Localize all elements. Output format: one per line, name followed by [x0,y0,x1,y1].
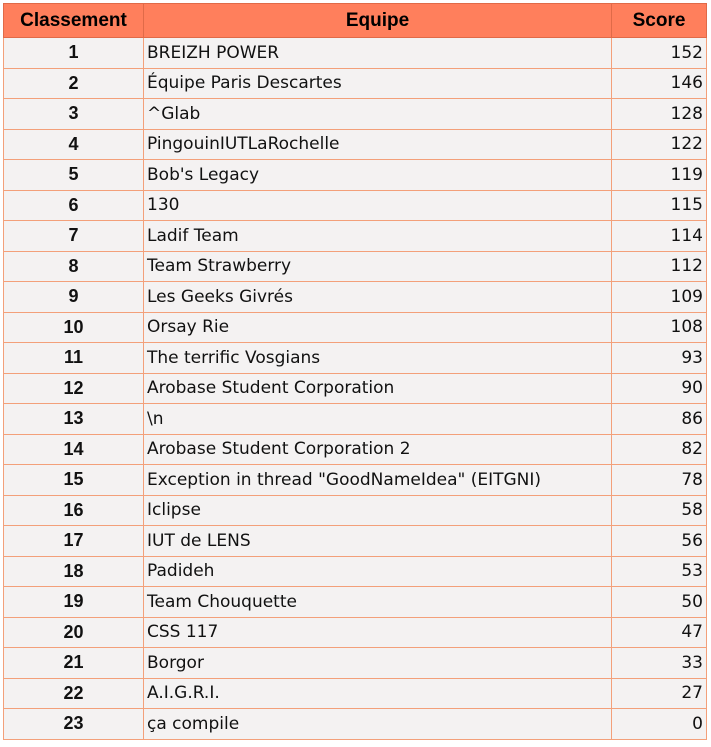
rank-cell: 5 [3,159,144,191]
table-row: 15 Exception in thread "GoodNameIdea" (EI… [3,464,707,496]
rank-cell: 8 [3,250,144,282]
team-cell: CSS 117 [143,616,612,648]
rank-cell: 3 [3,98,144,130]
team-cell: Padideh [143,555,612,587]
score-cell: 58 [611,494,707,526]
rank-cell: 18 [3,555,144,587]
table-row: 10 Orsay Rie 108 [3,311,707,343]
team-cell: PingouinIUTLaRochelle [143,128,612,160]
score-cell: 53 [611,555,707,587]
team-cell: A.I.G.R.I. [143,677,612,709]
header-row: Classement Equipe Score [3,3,707,38]
rank-cell: 21 [3,647,144,679]
score-cell: 109 [611,281,707,313]
team-cell: BREIZH POWER [143,37,612,69]
header-score: Score [611,3,707,38]
score-cell: 33 [611,647,707,679]
table-row: 14 Arobase Student Corporation 2 82 [3,433,707,465]
score-cell: 93 [611,342,707,374]
table-row: 1 BREIZH POWER 152 [3,37,707,69]
table-row: 4 PingouinIUTLaRochelle 122 [3,128,707,160]
header-team: Equipe [143,3,612,38]
rank-cell: 15 [3,464,144,496]
team-cell: Arobase Student Corporation 2 [143,433,612,465]
team-cell: Ladif Team [143,220,612,252]
score-cell: 122 [611,128,707,160]
score-cell: 78 [611,464,707,496]
team-cell: Les Geeks Givrés [143,281,612,313]
table-row: 22 A.I.G.R.I. 27 [3,677,707,709]
score-cell: 90 [611,372,707,404]
score-cell: 114 [611,220,707,252]
team-cell: Borgor [143,647,612,679]
team-cell: \n [143,403,612,435]
table-row: 8 Team Strawberry 112 [3,250,707,282]
table-row: 3 ^Glab 128 [3,98,707,130]
team-cell: ça compile [143,708,612,740]
table-row: 2 Équipe Paris Descartes 146 [3,67,707,99]
team-cell: Iclipse [143,494,612,526]
team-cell: 130 [143,189,612,221]
score-cell: 152 [611,37,707,69]
table-body: 1 BREIZH POWER 152 2 Équipe Paris Descartes 1… [3,37,707,740]
score-cell: 47 [611,616,707,648]
score-cell: 108 [611,311,707,343]
score-cell: 146 [611,67,707,99]
score-cell: 112 [611,250,707,282]
table-row: 9 Les Geeks Givrés 109 [3,281,707,313]
table-row: 12 Arobase Student Corporation 90 [3,372,707,404]
score-cell: 27 [611,677,707,709]
score-cell: 0 [611,708,707,740]
team-cell: IUT de LENS [143,525,612,557]
table-row: 11 The terrific Vosgians 93 [3,342,707,374]
score-cell: 50 [611,586,707,618]
table-row: 23 ça compile 0 [3,708,707,740]
table-row: 19 Team Chouquette 50 [3,586,707,618]
table-row: 7 Ladif Team 114 [3,220,707,252]
rank-cell: 6 [3,189,144,221]
team-cell: Team Strawberry [143,250,612,282]
table-row: 13 \n 86 [3,403,707,435]
score-cell: 56 [611,525,707,557]
rank-cell: 2 [3,67,144,99]
table-row: 5 Bob's Legacy 119 [3,159,707,191]
team-cell: Exception in thread "GoodNameIdea" (EITG… [143,464,612,496]
table-row: 21 Borgor 33 [3,647,707,679]
team-cell: Arobase Student Corporation [143,372,612,404]
rank-cell: 9 [3,281,144,313]
rank-cell: 22 [3,677,144,709]
rank-cell: 4 [3,128,144,160]
score-cell: 82 [611,433,707,465]
rank-cell: 11 [3,342,144,374]
score-cell: 128 [611,98,707,130]
score-cell: 119 [611,159,707,191]
rank-cell: 23 [3,708,144,740]
team-cell: Orsay Rie [143,311,612,343]
team-cell: Bob's Legacy [143,159,612,191]
rank-cell: 17 [3,525,144,557]
ranking-table: Classement Equipe Score 1 BREIZH POWER 152… [3,3,707,740]
table-row: 20 CSS 117 47 [3,616,707,648]
rank-cell: 7 [3,220,144,252]
table-row: 17 IUT de LENS 56 [3,525,707,557]
score-cell: 86 [611,403,707,435]
rank-cell: 19 [3,586,144,618]
table-row: 16 Iclipse 58 [3,494,707,526]
table-header: Classement Equipe Score [3,3,707,38]
rank-cell: 12 [3,372,144,404]
score-cell: 115 [611,189,707,221]
rank-cell: 20 [3,616,144,648]
header-rank: Classement [3,3,144,38]
team-cell: Team Chouquette [143,586,612,618]
table-row: 6 130 115 [3,189,707,221]
rank-cell: 14 [3,433,144,465]
team-cell: The terrific Vosgians [143,342,612,374]
rank-cell: 1 [3,37,144,69]
rank-cell: 10 [3,311,144,343]
team-cell: ^Glab [143,98,612,130]
rank-cell: 13 [3,403,144,435]
team-cell: Équipe Paris Descartes [143,67,612,99]
table-row: 18 Padideh 53 [3,555,707,587]
rank-cell: 16 [3,494,144,526]
